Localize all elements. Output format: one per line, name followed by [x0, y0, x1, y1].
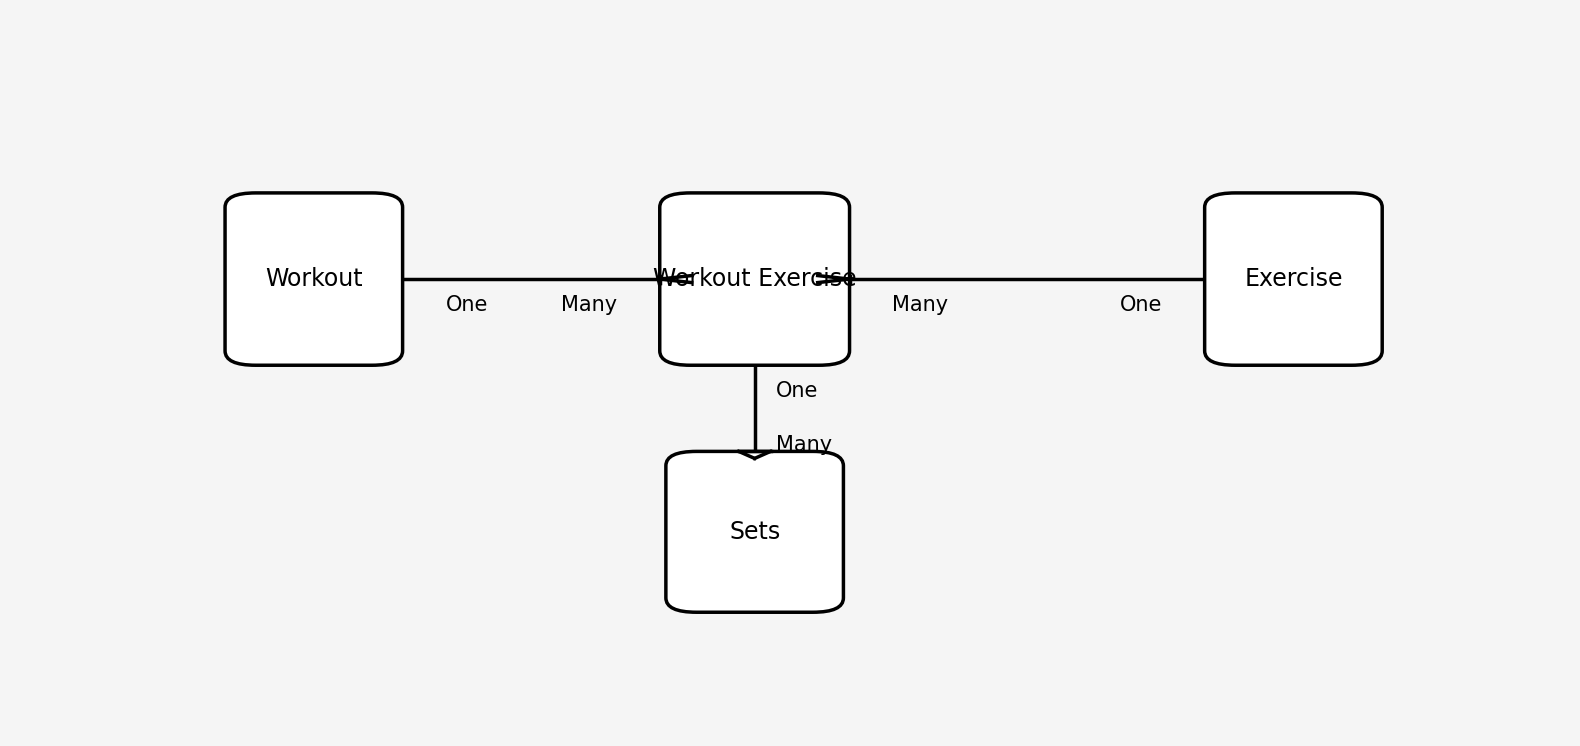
Text: Workout Exercise: Workout Exercise [653, 267, 856, 291]
Text: Many: Many [893, 295, 948, 315]
Text: Many: Many [561, 295, 616, 315]
Text: Many: Many [776, 436, 833, 455]
FancyBboxPatch shape [665, 451, 844, 612]
FancyBboxPatch shape [224, 193, 403, 366]
FancyBboxPatch shape [660, 193, 850, 366]
Text: One: One [776, 381, 818, 401]
Text: Sets: Sets [728, 520, 781, 544]
FancyBboxPatch shape [1204, 193, 1382, 366]
Text: Workout: Workout [265, 267, 363, 291]
Text: One: One [1119, 295, 1161, 315]
Text: One: One [446, 295, 488, 315]
Text: Exercise: Exercise [1243, 267, 1343, 291]
